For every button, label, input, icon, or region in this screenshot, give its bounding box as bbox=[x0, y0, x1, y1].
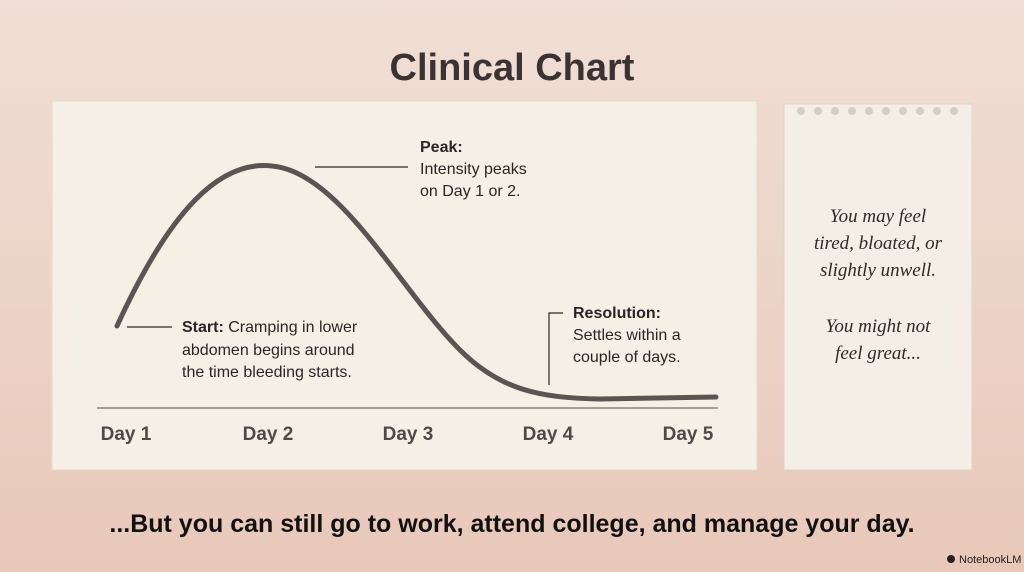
title: Clinical Chart bbox=[390, 47, 635, 89]
annotation-label: Peak: bbox=[420, 139, 463, 156]
annotation-text: Settles within a bbox=[573, 327, 681, 344]
annotation-label: Resolution: bbox=[573, 305, 661, 322]
brand-icon bbox=[947, 555, 955, 563]
day-label: Day 3 bbox=[383, 424, 434, 445]
annotation-text: abdomen begins around bbox=[182, 342, 355, 359]
annotation-text: on Day 1 or 2. bbox=[420, 183, 521, 200]
paper bbox=[783, 103, 973, 471]
note-text: You may feel bbox=[830, 206, 926, 227]
note-text: tired, bloated, or bbox=[814, 233, 943, 254]
intensity-curve bbox=[114, 163, 719, 402]
annotation-text: the time bleeding starts. bbox=[182, 364, 352, 381]
note-text: slightly unwell. bbox=[820, 260, 936, 281]
leader-line bbox=[548, 312, 563, 385]
start-annotation: Start: Cramping in lower bbox=[182, 319, 358, 336]
annotation-text: Intensity peaks bbox=[420, 161, 527, 178]
note-paper: You may feel tired, bloated, or slightly… bbox=[783, 103, 973, 471]
chart-card: Day 1 Day 2 Day 3 Day 4 Day 5 Start: Cra… bbox=[51, 100, 758, 471]
footer-text: ...But you can still go to work, attend … bbox=[109, 510, 914, 538]
day-label: Day 1 bbox=[101, 424, 152, 445]
day-label: Day 5 bbox=[663, 424, 714, 445]
annotation-text: couple of days. bbox=[573, 349, 681, 366]
brand: NotebookLM bbox=[959, 554, 1021, 566]
note-text: feel great... bbox=[835, 343, 921, 364]
note-text: You might not bbox=[826, 316, 932, 337]
annotation-label: Start: bbox=[182, 319, 224, 336]
day-label: Day 4 bbox=[523, 424, 574, 445]
annotation-text: Cramping in lower bbox=[228, 319, 358, 336]
day-label: Day 2 bbox=[243, 424, 294, 445]
spiral-holes bbox=[797, 107, 958, 115]
